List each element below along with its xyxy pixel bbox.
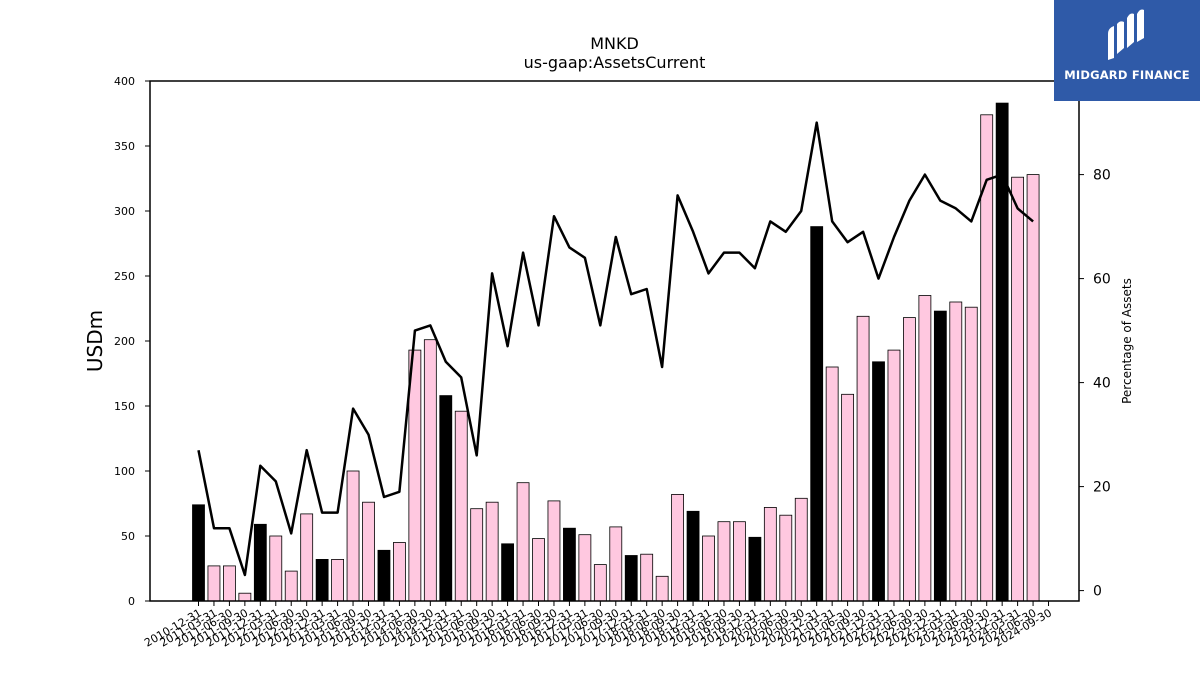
bar-2017-09-30 <box>609 526 623 602</box>
bar-2020-03-31 <box>763 506 777 602</box>
y-axis-ticks: 0 50 100 150 200 250 300 350 400 <box>114 75 150 608</box>
y-tick-label: 300 <box>114 205 135 218</box>
bar-2012-09-30 <box>300 513 314 602</box>
bar-2019-09-30 <box>733 521 746 602</box>
bar-2019-12-31 <box>748 536 762 602</box>
bar-2022-09-30 <box>918 295 932 602</box>
bar-2013-09-30 <box>362 501 375 602</box>
bar-2012-12-31 <box>315 559 329 602</box>
y-tick-label: 50 <box>121 530 135 543</box>
bar-2020-09-30 <box>794 497 808 602</box>
bar-2015-12-31 <box>501 543 515 602</box>
midgard-logo-icon <box>1108 9 1144 60</box>
y-tick-label: 150 <box>114 400 135 413</box>
y-tick-label: 400 <box>114 75 135 88</box>
bar-2017-06-30 <box>593 564 607 602</box>
bar-2011-06-30 <box>223 565 236 602</box>
bar-2010-12-31 <box>192 504 205 602</box>
bar-2021-09-30 <box>856 315 870 602</box>
chart-title: MNKD <box>590 34 639 53</box>
bar-2017-03-31 <box>578 534 592 602</box>
bar-2016-12-31 <box>563 527 576 602</box>
bar-2021-03-31 <box>825 366 839 602</box>
x-axis-ticks: 2010-12-312011-03-312011-06-302011-09-30… <box>142 601 1054 650</box>
bar-2016-06-30 <box>532 538 545 602</box>
y-axis-label: USDm <box>83 310 107 372</box>
bar-2022-03-31 <box>887 349 901 602</box>
percentage-line-series <box>197 121 1034 577</box>
bar-2013-06-30 <box>346 470 360 602</box>
bar-2015-03-31 <box>454 410 468 602</box>
bar-2011-09-30 <box>238 592 252 602</box>
bar-2011-03-31 <box>207 565 221 602</box>
bar-2013-03-31 <box>331 559 344 602</box>
bar-2014-03-31 <box>393 542 406 602</box>
bar-2016-03-31 <box>516 482 530 602</box>
y2-tick-label: 40 <box>1093 376 1111 392</box>
bar-2018-09-30 <box>671 493 685 602</box>
y2-tick-label: 60 <box>1093 272 1111 288</box>
bar-2022-12-31 <box>933 310 947 602</box>
bar-2014-09-30 <box>423 339 437 602</box>
chart-subtitle: us-gaap:AssetsCurrent <box>524 53 706 72</box>
bar-2023-12-31 <box>995 102 1009 602</box>
bar-2019-06-30 <box>717 521 731 602</box>
brand-name: MIDGARD FINANCE <box>1064 68 1190 82</box>
bar-2013-12-31 <box>377 549 391 602</box>
bar-2011-12-31 <box>253 523 267 602</box>
bar-2021-06-30 <box>841 393 855 602</box>
bar-2014-06-30 <box>408 349 422 602</box>
y-tick-label: 250 <box>114 270 135 283</box>
bar-2014-12-31 <box>439 395 453 602</box>
y2-tick-label: 20 <box>1093 480 1111 496</box>
bar-2012-06-30 <box>284 570 298 602</box>
y-tick-label: 350 <box>114 140 135 153</box>
bar-2024-06-30 <box>1026 174 1040 602</box>
bar-2018-12-31 <box>686 510 700 602</box>
y2-tick-label: 80 <box>1093 168 1111 184</box>
bar-2016-09-30 <box>547 500 561 602</box>
y2-axis-label: Percentage of Assets <box>1120 278 1134 404</box>
bar-series <box>192 102 1040 602</box>
bar-2012-03-31 <box>269 535 283 602</box>
bar-2023-06-30 <box>964 306 978 602</box>
bar-2017-12-31 <box>624 555 638 602</box>
bar-2018-06-30 <box>655 575 669 602</box>
bar-2015-09-30 <box>485 501 499 602</box>
bar-2020-06-30 <box>779 514 793 602</box>
bar-2019-03-31 <box>702 535 715 602</box>
brand-logo: MIDGARD FINANCE <box>1054 0 1200 101</box>
bar-2022-06-30 <box>903 317 916 602</box>
bar-2018-03-31 <box>640 553 654 602</box>
bar-2024-03-31 <box>1011 176 1025 602</box>
y-tick-label: 0 <box>128 595 135 608</box>
y2-tick-label: 0 <box>1093 584 1102 600</box>
y-tick-label: 100 <box>114 465 135 478</box>
y2-axis-ticks: 0 20 40 60 80 <box>1079 168 1111 600</box>
bar-2023-03-31 <box>949 301 963 602</box>
bar-2020-12-31 <box>810 226 824 602</box>
y-tick-label: 200 <box>114 335 135 348</box>
bar-2015-06-30 <box>470 508 484 602</box>
bar-2021-12-31 <box>872 361 885 602</box>
percentage-line <box>197 121 1034 577</box>
